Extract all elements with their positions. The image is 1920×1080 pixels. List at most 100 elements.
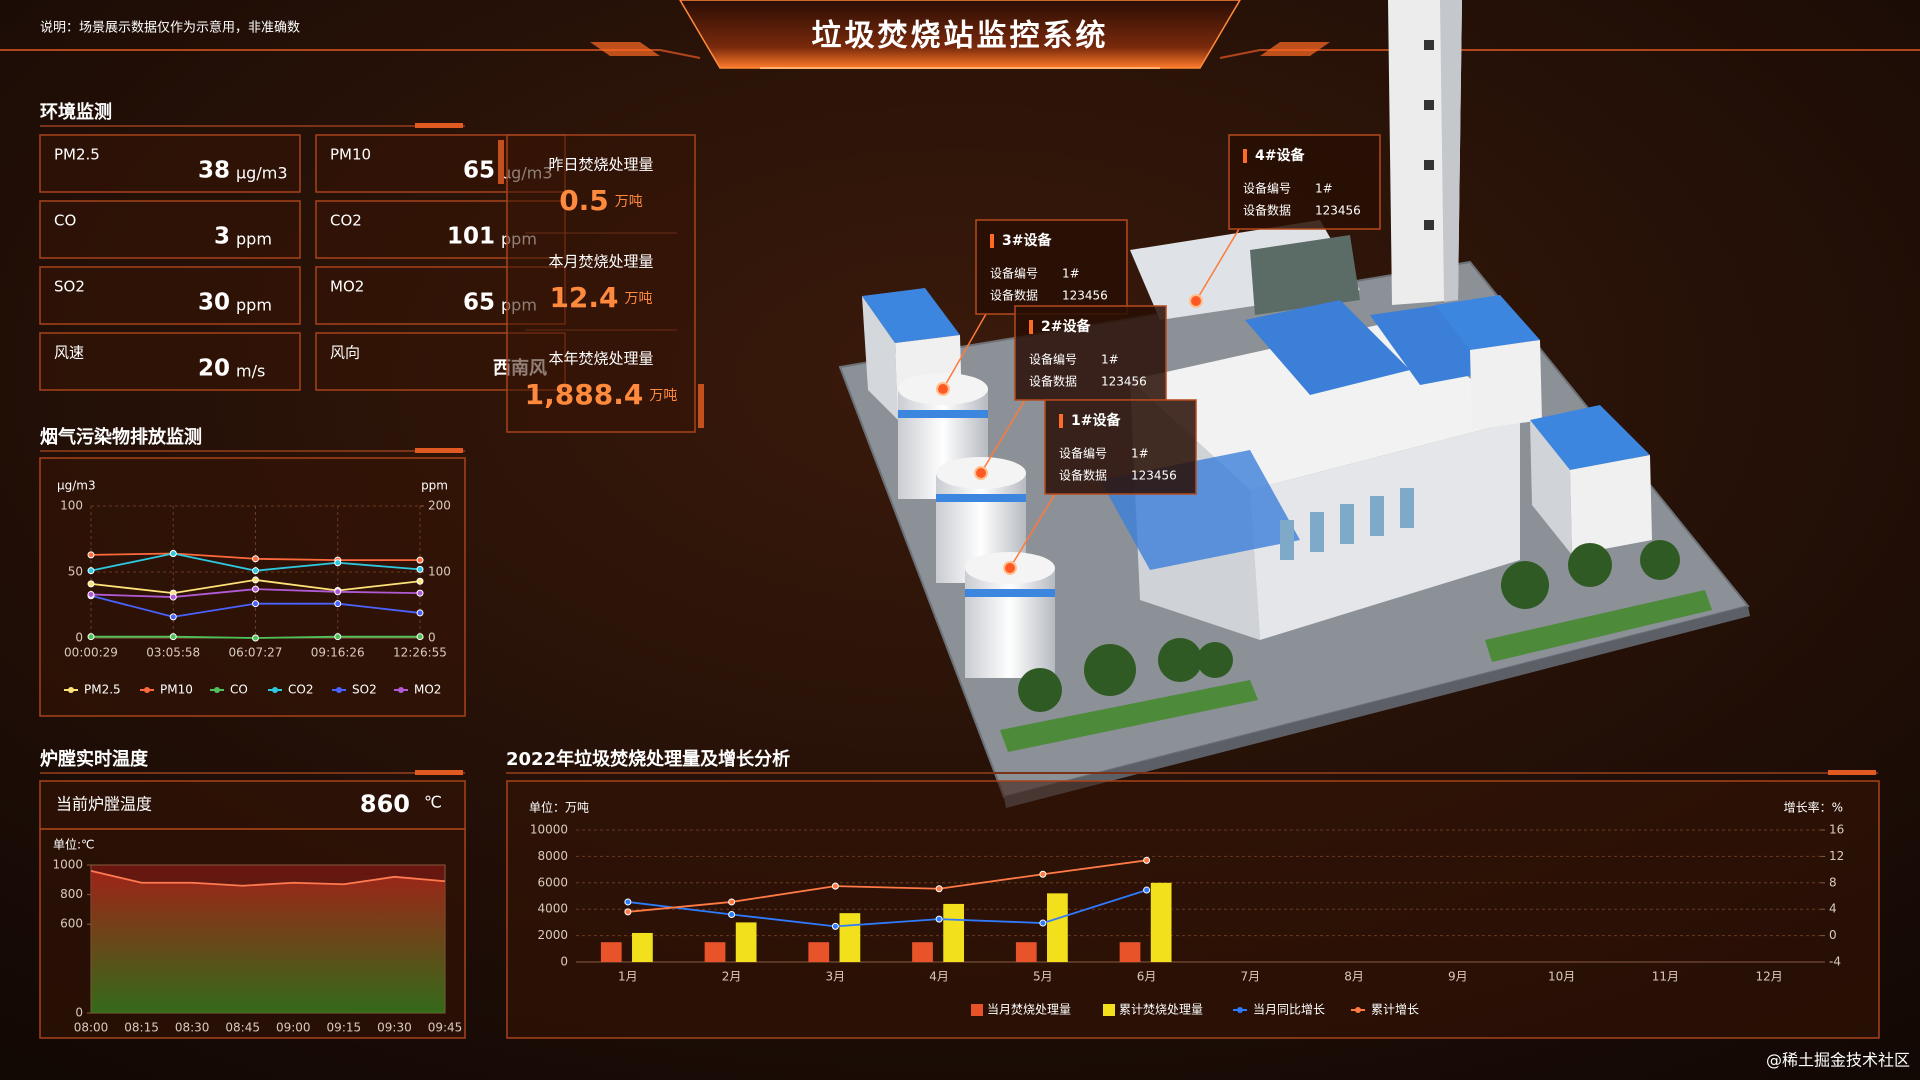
x-tick-label: 09:15 xyxy=(327,1021,362,1035)
x-tick-label: 03:05:58 xyxy=(146,646,200,660)
legend-label: PM2.5 xyxy=(84,683,121,697)
page-title: 垃圾焚烧站监控系统 xyxy=(812,19,1109,54)
device-id-label: 设备编号 xyxy=(1059,446,1107,461)
device-data: 123456 xyxy=(1315,204,1361,218)
title-accent xyxy=(1828,770,1876,775)
legend-swatch xyxy=(68,687,74,693)
device-accent xyxy=(1243,149,1247,163)
legend-label: 当月焚烧处理量 xyxy=(987,1003,1071,1017)
y-axis-label: 单位：万吨 xyxy=(529,800,589,815)
point xyxy=(334,559,342,567)
y-tick-label: 100 xyxy=(60,499,83,513)
stat-label: 本年焚烧处理量 xyxy=(548,350,653,368)
stat-value: 1,888.4 万吨 xyxy=(525,378,678,411)
bar xyxy=(1015,942,1037,962)
x-tick-label: 06:07:27 xyxy=(229,646,283,660)
env-label: 风速 xyxy=(54,344,84,362)
point xyxy=(87,580,95,588)
chart-panel xyxy=(39,457,466,717)
x-tick-label: 2月 xyxy=(722,970,742,984)
stat-value: 12.4 万吨 xyxy=(549,281,652,314)
bar xyxy=(600,942,622,962)
y2-tick-label: -4 xyxy=(1829,955,1841,969)
device-leader xyxy=(1195,228,1240,302)
device-accent xyxy=(1029,320,1033,334)
device-card xyxy=(975,219,1128,315)
point xyxy=(935,885,943,893)
stat-number: 12.4 xyxy=(549,281,618,314)
legend-label: 累计焚烧处理量 xyxy=(1119,1003,1203,1017)
x-tick-label: 12月 xyxy=(1755,970,1782,984)
panel-title: 环境监测 xyxy=(40,101,112,123)
title-accent xyxy=(415,448,463,453)
env-value: 65 xyxy=(463,158,495,184)
x-tick-label: 6月 xyxy=(1137,970,1157,984)
y-tick-label: 2000 xyxy=(537,928,568,942)
env-value: 30 xyxy=(198,290,230,316)
device-id-label: 设备编号 xyxy=(1243,181,1291,196)
title-accent xyxy=(415,123,463,128)
env-value: 101 xyxy=(447,224,495,250)
y2-tick-label: 200 xyxy=(428,499,451,513)
x-tick-label: 11月 xyxy=(1652,970,1679,984)
point xyxy=(252,585,259,593)
device-data: 123456 xyxy=(1131,469,1177,483)
furnace-current-unit: ℃ xyxy=(424,793,442,812)
y2-axis-label: ppm xyxy=(421,479,448,493)
device-data: 123456 xyxy=(1062,289,1108,303)
legend-swatch xyxy=(144,687,150,693)
point xyxy=(87,551,95,559)
bar xyxy=(1047,893,1068,962)
legend-label: MO2 xyxy=(414,683,441,697)
point xyxy=(416,565,424,573)
device-dot xyxy=(1189,294,1203,308)
device-dot xyxy=(936,382,950,396)
point xyxy=(935,915,943,923)
point xyxy=(87,590,95,598)
x-tick-label: 8月 xyxy=(1344,970,1364,984)
stat-unit: 万吨 xyxy=(615,194,643,210)
stat-value: 0.5 万吨 xyxy=(559,184,643,217)
x-tick-label: 08:30 xyxy=(175,1021,210,1035)
point xyxy=(416,589,424,597)
legend-swatch xyxy=(1237,1007,1243,1013)
title-accent xyxy=(415,770,463,775)
env-unit: ppm xyxy=(236,296,272,315)
device-name: 4#设备 xyxy=(1255,147,1305,164)
env-value: 20 xyxy=(198,356,230,382)
legend-swatch xyxy=(272,687,278,693)
env-unit: m/s xyxy=(236,362,265,381)
device-data-label: 设备数据 xyxy=(1243,203,1291,218)
point xyxy=(1143,856,1151,864)
bar xyxy=(1119,942,1141,962)
device-name: 3#设备 xyxy=(1002,232,1052,249)
panel-title: 烟气污染物排放监测 xyxy=(40,426,202,448)
x-tick-label: 4月 xyxy=(929,970,949,984)
y2-axis-label: 增长率：% xyxy=(1784,800,1843,815)
y-tick-label: 1000 xyxy=(52,858,83,872)
device-id: 1# xyxy=(1062,267,1080,281)
y-axis-label: μg/m3 xyxy=(57,479,96,493)
point xyxy=(252,634,259,642)
legend-swatch xyxy=(398,687,404,693)
legend-label: 当月同比增长 xyxy=(1253,1003,1325,1017)
header-decoration xyxy=(0,0,1920,69)
y2-tick-label: 100 xyxy=(428,565,451,579)
point xyxy=(1143,886,1151,894)
point xyxy=(169,550,177,558)
y2-tick-label: 0 xyxy=(428,631,436,645)
watermark: @稀土掘金技术社区 xyxy=(1766,1051,1910,1070)
y-tick-label: 800 xyxy=(60,887,83,901)
env-card xyxy=(39,200,301,259)
device-name: 1#设备 xyxy=(1071,412,1121,429)
env-card xyxy=(39,266,301,325)
env-label: CO2 xyxy=(330,212,362,230)
device-data-label: 设备数据 xyxy=(1059,468,1107,483)
y-tick-label: 8000 xyxy=(537,849,568,863)
bar xyxy=(1150,882,1172,962)
env-label: CO xyxy=(54,212,76,230)
point xyxy=(1039,919,1047,927)
series-line xyxy=(627,859,1147,913)
stat-number: 1,888.4 xyxy=(525,378,644,411)
device-data-label: 设备数据 xyxy=(1029,374,1077,389)
